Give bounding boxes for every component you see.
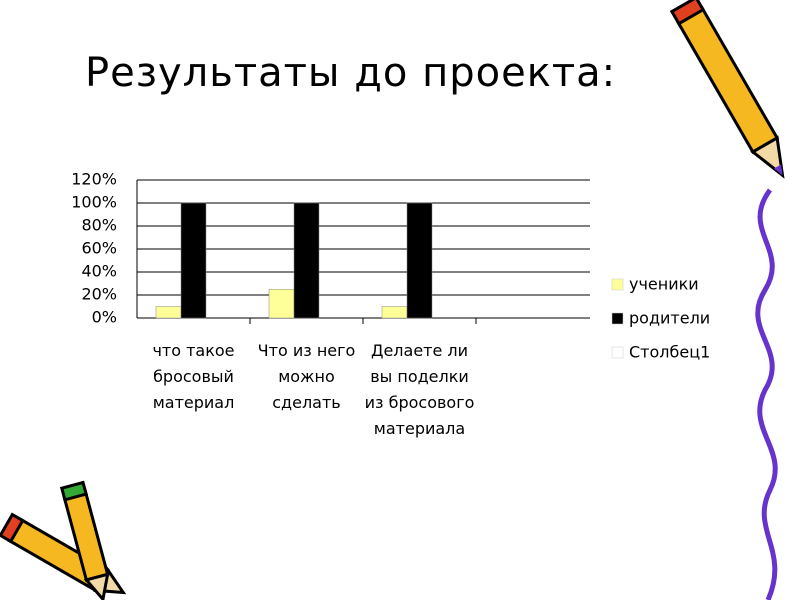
bar [406,202,433,319]
bar [381,306,408,319]
chart-title: Результаты до проекта: [85,50,616,96]
x-tick-label: Что из него можно сделать [257,341,356,412]
bar [268,289,295,319]
y-tick-label: 20% [81,285,117,304]
bar [155,306,182,319]
legend-swatch [611,312,624,325]
legend-swatch [611,278,624,291]
y-tick-label: 0% [92,308,117,327]
y-tick-label: 60% [81,239,117,258]
bar [180,202,207,319]
legend-label: Столбец1 [629,343,710,362]
y-tick-label: 120% [71,170,117,189]
y-tick-label: 100% [71,193,117,212]
bar [293,202,320,319]
x-tick-label: Делаете ли вы поделки из бросового матер… [364,341,475,438]
legend-swatch [611,346,624,359]
legend-label: родители [629,309,710,328]
y-tick-label: 40% [81,262,117,281]
legend-label: ученики [629,275,699,294]
y-tick-label: 80% [81,216,117,235]
x-tick-label: что такое бросовый материал [152,341,235,412]
